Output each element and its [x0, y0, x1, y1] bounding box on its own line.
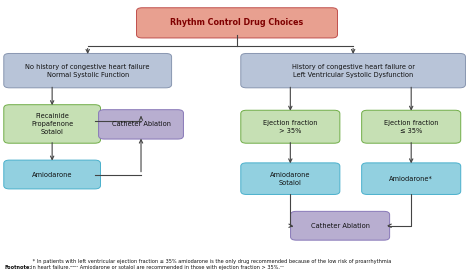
FancyBboxPatch shape	[362, 110, 461, 143]
Text: Catheter Ablation: Catheter Ablation	[310, 223, 370, 229]
Text: Amiodarone: Amiodarone	[32, 171, 73, 178]
Text: Flecainide
Propafenone
Sotalol: Flecainide Propafenone Sotalol	[31, 113, 73, 135]
FancyBboxPatch shape	[362, 163, 461, 194]
Text: Amiodarone
Sotalol: Amiodarone Sotalol	[270, 172, 310, 186]
Text: Footnote:: Footnote:	[5, 265, 32, 270]
Text: Ejection fraction
≤ 35%: Ejection fraction ≤ 35%	[384, 120, 438, 134]
Text: Catheter Ablation: Catheter Ablation	[111, 121, 171, 127]
FancyBboxPatch shape	[241, 163, 340, 194]
Text: * In patients with left ventricular ejection fraction ≤ 35% amiodarone is the on: * In patients with left ventricular ejec…	[31, 259, 391, 270]
FancyBboxPatch shape	[4, 53, 172, 88]
FancyBboxPatch shape	[137, 8, 337, 38]
Text: Ejection fraction
> 35%: Ejection fraction > 35%	[263, 120, 318, 134]
Text: Amiodarone*: Amiodarone*	[389, 176, 433, 182]
FancyBboxPatch shape	[4, 160, 100, 189]
FancyBboxPatch shape	[241, 110, 340, 143]
FancyBboxPatch shape	[4, 105, 100, 143]
FancyBboxPatch shape	[241, 53, 465, 88]
Text: Rhythm Control Drug Choices: Rhythm Control Drug Choices	[170, 18, 304, 27]
Text: No history of congestive heart failure
Normal Systolic Function: No history of congestive heart failure N…	[26, 64, 150, 78]
Text: History of congestive heart failure or
Left Ventricular Systolic Dysfunction: History of congestive heart failure or L…	[292, 64, 415, 78]
FancyBboxPatch shape	[291, 211, 390, 240]
FancyBboxPatch shape	[99, 110, 183, 139]
